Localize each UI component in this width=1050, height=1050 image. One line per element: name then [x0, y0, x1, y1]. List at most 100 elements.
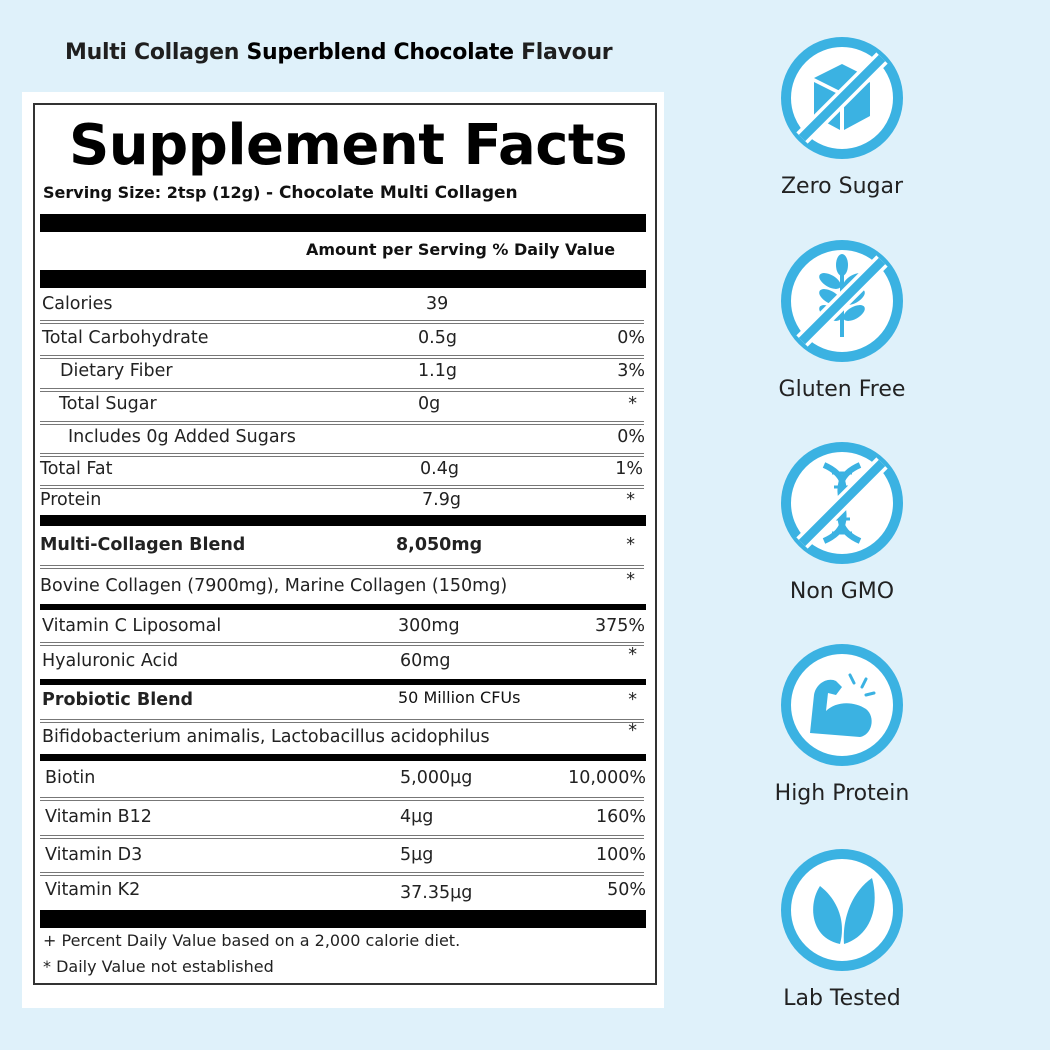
badge-label: High Protein	[774, 781, 910, 806]
title-part-2: Superblend Chocolate	[246, 40, 515, 65]
divider	[40, 835, 644, 839]
row-label: Bifidobacterium animalis, Lactobacillus …	[42, 727, 490, 747]
badge-label: Gluten Free	[778, 377, 906, 402]
row-dv: 3%	[617, 361, 645, 381]
row-dv: *	[628, 690, 637, 710]
row-label: Total Fat	[40, 459, 113, 479]
row-dv: 1%	[615, 459, 643, 479]
divider	[40, 485, 644, 489]
row-dv: *	[626, 490, 635, 510]
thick-divider	[40, 910, 646, 928]
row-label: Includes 0g Added Sugars	[68, 427, 296, 447]
thick-divider	[40, 270, 646, 288]
row-amount: 8,050mg	[396, 535, 483, 555]
row-dv: 100%	[595, 845, 646, 865]
row-vitamin-d3: Vitamin D3 5µg 100%	[45, 843, 646, 867]
row-label: Calories	[42, 294, 113, 314]
serving-size-value: Serving Size: 2tsp (12g)	[43, 183, 261, 202]
divider	[40, 642, 644, 646]
badge-label: Non GMO	[789, 579, 895, 604]
row-total-sugar: Total Sugar 0g *	[42, 392, 645, 416]
row-amount: 5,000µg	[400, 768, 473, 788]
row-amount: 4µg	[400, 807, 434, 827]
row-dv: *	[628, 721, 637, 741]
row-dv: *	[628, 394, 637, 414]
row-multi-collagen-blend: Multi-Collagen Blend 8,050mg *	[40, 533, 643, 557]
footnote-daily-value: + Percent Daily Value based on a 2,000 c…	[43, 931, 461, 950]
badge-gluten-free: Gluten Free	[772, 239, 912, 402]
row-amount: 50 Million CFUs	[398, 688, 521, 707]
product-title: Multi Collagen Superblend Chocolate Flav…	[65, 40, 613, 65]
thick-divider	[40, 679, 646, 685]
row-label: Bovine Collagen (7900mg), Marine Collage…	[40, 576, 508, 596]
badge-non-gmo: Non GMO	[772, 441, 912, 604]
row-amount: 37.35µg	[400, 883, 473, 903]
thick-divider	[40, 604, 646, 610]
row-total-carbohydrate: Total Carbohydrate 0.5g 0%	[42, 326, 645, 350]
divider	[40, 355, 644, 359]
row-label: Vitamin B12	[45, 807, 152, 827]
row-amount: 0.5g	[418, 328, 457, 348]
row-amount: 0g	[418, 394, 441, 414]
row-dv: *	[628, 645, 637, 665]
row-label: Vitamin D3	[45, 845, 143, 865]
row-dv: 10,000%	[568, 768, 646, 788]
row-dv: 375%	[594, 616, 645, 636]
divider	[40, 565, 644, 569]
row-dv: 0%	[617, 427, 645, 447]
badge-label: Lab Tested	[783, 986, 901, 1011]
row-label: Multi-Collagen Blend	[40, 535, 246, 555]
row-label: Vitamin K2	[45, 880, 141, 900]
column-header: Amount per Serving % Daily Value	[306, 240, 616, 259]
row-label: Hyaluronic Acid	[42, 651, 179, 671]
row-hyaluronic-acid: Hyaluronic Acid 60mg *	[42, 645, 645, 673]
flexed-arm-icon	[781, 644, 903, 766]
row-vitamin-b12: Vitamin B12 4µg 160%	[45, 805, 646, 829]
serving-description: - Chocolate Multi Collagen	[265, 183, 518, 203]
footnote-not-established: * Daily Value not established	[43, 957, 274, 976]
row-calories: Calories 39	[42, 292, 645, 316]
leaves-icon	[781, 849, 903, 971]
divider	[40, 388, 644, 392]
row-dv: 0%	[617, 328, 645, 348]
row-dietary-fiber: Dietary Fiber 1.1g 3%	[42, 359, 645, 383]
row-dv: *	[626, 535, 635, 555]
no-dna-icon	[781, 442, 903, 564]
badge-high-protein: High Protein	[772, 643, 912, 806]
row-label: Vitamin C Liposomal	[42, 616, 222, 636]
serving-size: Serving Size: 2tsp (12g) - Chocolate Mul…	[43, 183, 518, 203]
row-label: Probiotic Blend	[42, 690, 194, 710]
row-total-fat: Total Fat 0.4g 1%	[40, 457, 643, 481]
row-probiotic-blend: Probiotic Blend 50 Million CFUs *	[42, 688, 645, 712]
divider	[40, 421, 644, 425]
row-amount: 60mg	[400, 651, 451, 671]
row-dv: 160%	[595, 807, 646, 827]
divider	[40, 453, 644, 457]
row-collagen-sources: Bovine Collagen (7900mg), Marine Collage…	[40, 570, 643, 598]
title-part-1: Multi Collagen	[65, 40, 240, 65]
divider	[40, 872, 644, 876]
row-amount: 300mg	[398, 616, 460, 636]
row-amount: 7.9g	[422, 490, 461, 510]
divider	[40, 320, 644, 324]
thick-divider	[40, 214, 646, 232]
badge-label: Zero Sugar	[780, 174, 904, 199]
row-probiotic-strains: Bifidobacterium animalis, Lactobacillus …	[42, 721, 645, 749]
badge-zero-sugar: Zero Sugar	[772, 36, 912, 199]
row-label: Total Sugar	[59, 394, 157, 414]
thick-divider	[40, 754, 646, 761]
title-part-3: Flavour	[521, 40, 613, 65]
row-protein: Protein 7.9g *	[40, 488, 643, 512]
row-label: Biotin	[45, 768, 96, 788]
row-dv: *	[626, 570, 635, 590]
row-vitamin-k2: Vitamin K2 37.35µg 50%	[45, 878, 646, 903]
row-vitamin-c: Vitamin C Liposomal 300mg 375%	[42, 614, 645, 638]
divider	[40, 797, 644, 801]
badge-lab-tested: Lab Tested	[772, 848, 912, 1011]
row-dv: 50%	[607, 880, 646, 900]
row-label: Dietary Fiber	[60, 361, 173, 381]
supplement-facts-title: Supplement Facts	[68, 113, 628, 178]
no-wheat-icon	[781, 240, 903, 362]
row-amount: 0.4g	[420, 459, 459, 479]
divider	[40, 719, 644, 723]
